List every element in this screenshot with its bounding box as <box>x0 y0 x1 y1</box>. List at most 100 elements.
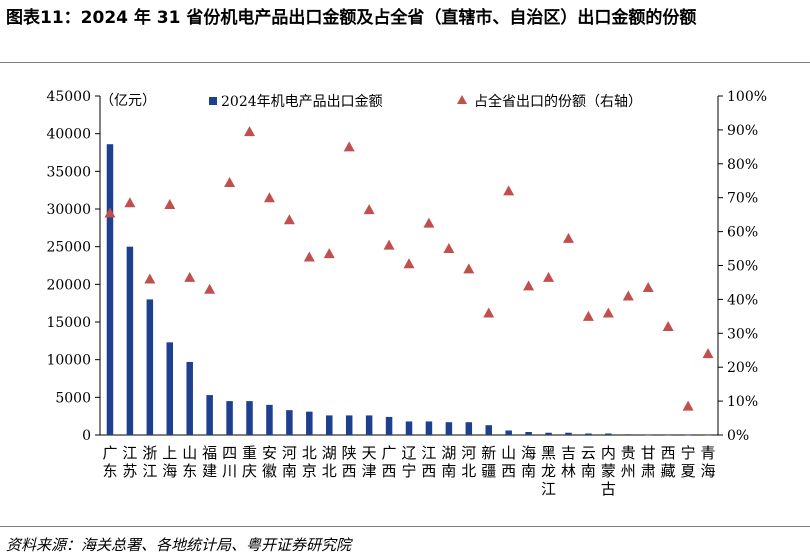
y-left-tick-label: 15000 <box>46 315 91 331</box>
markers-group <box>104 126 714 411</box>
x-tick-label: 新疆 <box>481 444 496 480</box>
bar <box>625 434 632 435</box>
x-tick-label: 河南 <box>282 444 297 480</box>
axes-group: 0 5000 10000 15000 20000 25000 30000 35000 40000… <box>46 89 767 444</box>
x-labels-group: 广东江苏浙江上海山东福建四川重庆安徽河南北京湖北陕西天津广西辽宁江西湖南河北新疆… <box>102 444 715 498</box>
x-tick-label: 吉林 <box>561 444 576 480</box>
share-marker <box>543 271 555 282</box>
x-tick-label: 江苏 <box>122 444 137 480</box>
share-marker <box>383 239 395 250</box>
y-right-tick-label: 10% <box>727 394 758 410</box>
y-left-tick-label: 40000 <box>46 127 91 143</box>
x-tick-label: 辽宁 <box>401 444 416 480</box>
x-tick-label: 浙江 <box>142 444 157 480</box>
y-right-tick-label: 90% <box>727 123 758 139</box>
bar <box>465 422 473 435</box>
x-tick-label: 山东 <box>182 444 197 480</box>
bar-scatter-chart: 0 5000 10000 15000 20000 25000 30000 35000 40000… <box>46 89 767 498</box>
legend-marker-label: 占全省出口的份额（右轴） <box>474 93 642 110</box>
x-tick-label: 西藏 <box>661 444 676 480</box>
bar <box>146 299 154 435</box>
share-marker <box>204 283 216 294</box>
bar <box>405 421 413 435</box>
share-marker <box>463 263 475 274</box>
x-tick-label: 河北 <box>461 444 476 480</box>
x-tick-label: 天津 <box>362 444 377 480</box>
share-marker <box>443 243 455 254</box>
share-marker <box>602 307 614 318</box>
y-left-tick-label: 25000 <box>46 240 91 256</box>
x-tick-label: 广西 <box>382 444 397 480</box>
share-marker <box>263 192 275 203</box>
legend-marker-swatch <box>457 95 467 104</box>
share-marker <box>682 400 694 411</box>
bar <box>186 361 193 435</box>
bar <box>345 415 353 435</box>
source-note: 资料来源：海关总署、各地统计局、粤开证券研究院 <box>6 536 352 554</box>
y-right-tick-label: 0% <box>727 428 749 444</box>
share-marker <box>343 141 355 152</box>
y-left-unit-label: （亿元） <box>100 93 156 109</box>
bars-group <box>106 144 712 436</box>
share-marker <box>562 232 574 243</box>
bar <box>525 431 532 435</box>
share-marker <box>662 321 674 332</box>
x-tick-label: 黑龙江 <box>541 444 556 498</box>
x-tick-label: 湖北 <box>322 444 337 480</box>
share-marker <box>363 204 375 215</box>
x-tick-label: 陕西 <box>342 444 357 480</box>
y-right-tick-label: 100% <box>727 89 767 105</box>
x-tick-label: 云南 <box>581 444 596 480</box>
bar <box>326 415 333 435</box>
share-marker <box>642 282 654 293</box>
y-right-tick-label: 60% <box>727 225 758 241</box>
share-marker <box>503 185 515 196</box>
bar <box>286 410 293 435</box>
share-marker <box>423 217 435 228</box>
y-right-tick-label: 30% <box>727 326 758 342</box>
share-marker <box>244 126 256 137</box>
x-tick-label: 山西 <box>501 444 516 480</box>
x-tick-label: 福建 <box>202 444 217 480</box>
share-marker <box>483 307 495 318</box>
share-marker <box>224 176 236 187</box>
y-left-tick-label: 35000 <box>46 164 91 180</box>
bar <box>664 434 672 436</box>
y-right-tick-label: 50% <box>727 259 758 275</box>
bar <box>585 433 592 435</box>
x-tick-label: 重庆 <box>242 444 257 480</box>
share-marker <box>702 348 714 359</box>
y-left-tick-label: 0 <box>82 428 91 444</box>
share-marker <box>164 198 176 209</box>
bar <box>365 415 373 435</box>
share-marker <box>124 197 136 208</box>
bar <box>565 432 572 435</box>
title-divider <box>0 62 810 63</box>
bar <box>246 401 253 435</box>
y-right-tick-label: 40% <box>727 292 758 308</box>
x-tick-label: 宁夏 <box>681 444 696 480</box>
bar <box>684 434 692 436</box>
bar <box>425 421 433 435</box>
x-tick-label: 内蒙古 <box>601 444 616 498</box>
x-tick-label: 四川 <box>222 444 237 480</box>
bar <box>306 411 313 435</box>
x-tick-label: 贵州 <box>621 444 636 480</box>
share-marker <box>403 258 415 269</box>
x-tick-label: 甘肃 <box>641 444 656 480</box>
x-tick-label: 湖南 <box>441 444 456 480</box>
bar <box>206 395 213 435</box>
x-tick-label: 上海 <box>162 444 177 480</box>
share-marker <box>184 271 196 282</box>
bar <box>126 246 134 435</box>
bar <box>266 404 273 435</box>
bar <box>485 425 492 435</box>
share-marker <box>622 290 634 301</box>
x-tick-label: 安徽 <box>262 444 277 480</box>
legend: 2024年机电产品出口金额 占全省出口的份额（右轴） <box>209 93 642 110</box>
bar <box>505 430 512 435</box>
x-tick-label: 北京 <box>302 444 317 480</box>
bar <box>605 433 612 435</box>
share-marker <box>104 207 116 218</box>
y-left-tick-label: 20000 <box>46 277 91 293</box>
